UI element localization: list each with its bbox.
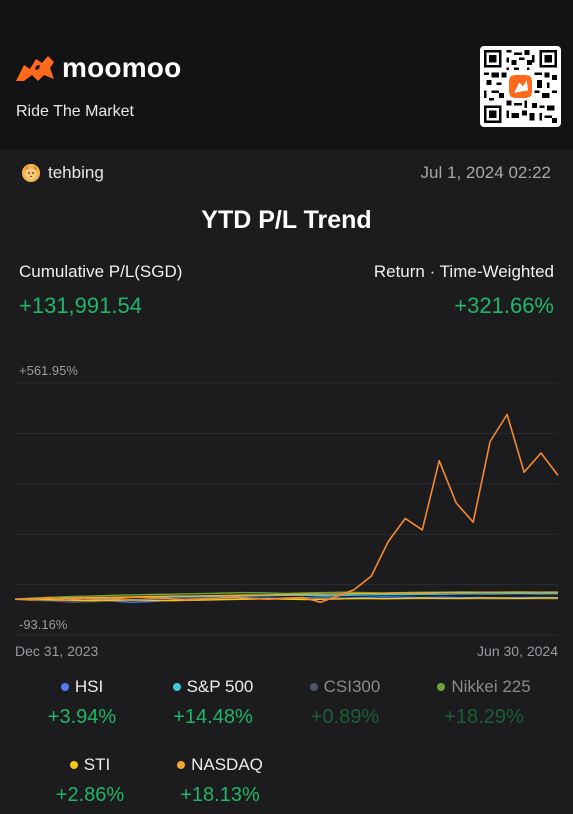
series-line-sti [14, 597, 559, 602]
legend-value: +14.48% [173, 706, 253, 728]
series-line-nasdaq [14, 591, 558, 600]
legend-value: +0.89% [310, 706, 380, 728]
series-line-portfolio [14, 413, 559, 603]
legend-name: CSI300 [323, 677, 381, 696]
legend-dot [309, 683, 318, 691]
x-axis-start-label: Dec 31, 2023 [15, 643, 99, 659]
legend-value: +18.29% [444, 706, 524, 728]
return-label: Return · Time-Weighted [373, 262, 554, 281]
share-card: tehbing Jul 1, 2024 02:22 YTD P/L Trend … [0, 150, 573, 814]
page-title: YTD P/L Trend [201, 206, 372, 234]
x-axis-end-label: Jun 30, 2024 [477, 643, 558, 659]
legend-name: STI [83, 755, 111, 774]
y-axis-min-label: -93.16% [19, 617, 68, 632]
legend-item-csi300[interactable]: CSI300 +0.89% [280, 677, 410, 729]
moomoo-bull-logo-icon [16, 56, 54, 81]
username: tehbing [48, 163, 104, 182]
cat-avatar-icon [22, 164, 40, 182]
legend-item-sp500[interactable]: S&P 500 +14.48% [148, 677, 278, 729]
tagline: Ride The Market [16, 103, 134, 120]
legend-value: +18.13% [180, 784, 260, 806]
legend-value: +3.94% [47, 706, 117, 728]
user-info: tehbing [22, 163, 104, 183]
legend-dot [69, 761, 78, 769]
benchmark-legend: HSI +3.94% S&P 500 +14.48% CSI300 +0.89%… [0, 677, 573, 814]
legend-dot [172, 683, 181, 691]
brand-name: moomoo [62, 52, 182, 83]
legend-name: HSI [74, 677, 104, 696]
y-axis-max-label: +561.95% [19, 363, 78, 378]
legend-name: Nikkei 225 [451, 677, 531, 696]
chart-plot-area [14, 382, 559, 636]
return-value: +321.66% [454, 293, 554, 318]
legend-name: S&P 500 [186, 677, 254, 696]
timestamp: Jul 1, 2024 02:22 [420, 163, 551, 182]
legend-name: NASDAQ [191, 755, 263, 774]
legend-dot [177, 761, 186, 769]
brand: moomoo [14, 52, 181, 84]
qr-code-icon [480, 46, 561, 127]
legend-item-nasdaq[interactable]: NASDAQ +18.13% [155, 755, 285, 807]
app-header: moomoo Ride The Market [0, 0, 573, 150]
legend-item-nikkei225[interactable]: Nikkei 225 +18.29% [419, 677, 549, 729]
legend-dot [60, 683, 69, 691]
legend-value: +2.86% [55, 784, 125, 806]
legend-item-sti[interactable]: STI +2.86% [25, 755, 155, 807]
cumulative-pl-value: +131,991.54 [19, 293, 142, 318]
legend-item-hsi[interactable]: HSI +3.94% [17, 677, 147, 729]
legend-dot [437, 683, 446, 691]
cumulative-pl-label: Cumulative P/L(SGD) [19, 262, 183, 281]
pl-trend-chart: +561.95% -93.16% Dec 31, 2023 Jun 30, 20… [0, 355, 573, 665]
